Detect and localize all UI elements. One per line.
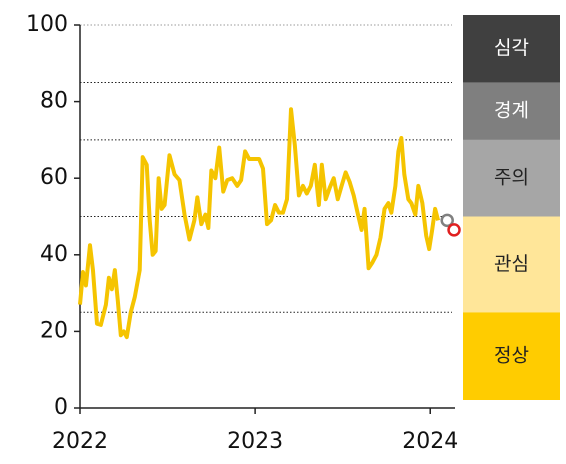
level-label: 관심	[494, 253, 529, 275]
y-tick-label: 0	[54, 395, 68, 420]
y-tick-label: 80	[40, 89, 68, 114]
level-band	[463, 216, 560, 313]
level-band	[463, 82, 560, 140]
x-tick-label: 2022	[52, 429, 108, 454]
level-band	[463, 139, 560, 217]
x-tick-label: 2024	[402, 429, 458, 454]
level-label: 주의	[494, 167, 529, 189]
level-label: 심각	[494, 37, 529, 59]
marker	[440, 213, 454, 228]
x-tick-label: 2023	[227, 429, 283, 454]
level-label: 경계	[494, 100, 529, 122]
y-tick-label: 40	[40, 242, 68, 267]
y-tick-label: 20	[40, 318, 68, 343]
y-tick-label: 60	[40, 165, 68, 190]
series-line	[78, 107, 441, 340]
y-tick-label: 100	[26, 12, 68, 37]
level-band	[463, 312, 560, 400]
marker	[447, 223, 461, 237]
level-label: 정상	[494, 345, 529, 367]
level-band	[463, 15, 560, 83]
